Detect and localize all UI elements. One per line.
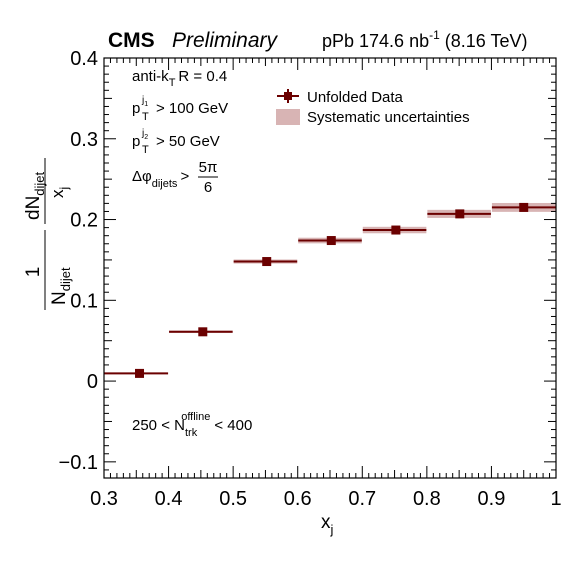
data-point: [391, 225, 401, 235]
y-title-dn-sub: dijet: [32, 171, 47, 195]
dphi-sub: dijets: [152, 178, 178, 190]
data-point: [519, 202, 529, 212]
lumi-label: pPb 174.6 nb-1 (8.16 TeV): [322, 28, 528, 51]
mult-sub: trk: [185, 427, 198, 439]
y-title-n: Ndijet: [49, 267, 73, 305]
dphi-symbol: Δφ: [132, 168, 152, 185]
pt2-sup: j2: [141, 128, 148, 141]
y-title-n-main: N: [49, 291, 70, 305]
data-point: [326, 236, 336, 246]
y-tick-label: −0.1: [59, 452, 98, 474]
jet-algo-main: anti-k: [132, 68, 169, 85]
data-points: [104, 202, 556, 378]
pt1-cut-label: p j1 T > 100 GeV: [132, 95, 228, 123]
cms-label: CMS: [108, 29, 155, 52]
y-axis-title: 1 Ndijet dNdijet xj: [23, 158, 73, 310]
legend: Unfolded Data Systematic uncertainties: [276, 89, 470, 126]
y-title-dx-sub: j: [57, 187, 71, 191]
pt1-cut: > 100 GeV: [156, 100, 228, 117]
preliminary-label: Preliminary: [172, 29, 279, 52]
lumi-text: pPb 174.6 nb: [322, 31, 429, 51]
data-point: [198, 327, 208, 337]
y-tick-label: 0.4: [70, 48, 98, 70]
y-tick-label: 0.1: [70, 290, 98, 312]
legend-syst-swatch: [276, 109, 300, 125]
mult-low: 250 < N: [132, 417, 185, 434]
x-tick-label: 0.8: [413, 488, 441, 510]
x-axis-title-main: x: [321, 512, 331, 533]
legend-syst-label: Systematic uncertainties: [307, 109, 470, 126]
data-point: [135, 368, 145, 378]
pt2-sup-index: 2: [144, 134, 148, 141]
pt2-cut: > 50 GeV: [156, 133, 220, 150]
pt2-sup-j: j: [141, 128, 144, 139]
pt2-cut-label: p j2 T > 50 GeV: [132, 128, 220, 156]
plot-frame: [103, 57, 557, 479]
pt1-sup-index: 1: [144, 101, 148, 108]
y-title-n-sub: dijet: [58, 267, 73, 291]
legend-data-marker: [284, 92, 292, 100]
pt1-sup: j1: [141, 95, 148, 108]
y-tick-label: 0.2: [70, 210, 98, 232]
pt2-p: p: [132, 133, 140, 150]
data-point: [455, 209, 465, 219]
x-tick-label: 0.3: [90, 488, 118, 510]
y-tick-label: 0: [87, 371, 98, 393]
y-tick-labels: −0.1 0 0.1 0.2 0.3 0.4: [59, 48, 98, 474]
x-tick-label: 0.6: [284, 488, 312, 510]
y-title-dx-main: x: [48, 189, 67, 198]
jet-algo-sub: T: [169, 77, 176, 89]
dphi-cut-label: Δφdijets > 5π 6: [132, 159, 218, 196]
jet-algo-label: anti-kT R = 0.4: [132, 68, 227, 89]
x-tick-labels: 0.3 0.4 0.5 0.6 0.7 0.8 0.9 1: [90, 488, 561, 510]
data-point: [262, 257, 272, 267]
energy-text: (8.16 TeV): [445, 31, 528, 51]
y-title-one: 1: [23, 267, 44, 278]
x-tick-label: 0.9: [478, 488, 506, 510]
x-axis-title: xj: [321, 512, 334, 537]
y-tick-label: 0.3: [70, 129, 98, 151]
dphi-main: Δφdijets >: [132, 168, 189, 190]
y-title-dn-main: dN: [23, 196, 44, 220]
mult-high: < 400: [214, 417, 252, 434]
x-tick-label: 0.5: [219, 488, 247, 510]
jet-radius: R = 0.4: [178, 68, 227, 85]
x-tick-label: 1: [550, 488, 561, 510]
legend-data-label: Unfolded Data: [307, 89, 404, 106]
x-tick-label: 0.7: [348, 488, 376, 510]
dphi-gt: >: [180, 168, 189, 185]
systematic-boxes: [104, 202, 556, 375]
dphi-num: 5π: [199, 159, 218, 176]
x-axis-title-sub: j: [330, 522, 334, 537]
multiplicity-label: 250 < Ntrk offline < 400: [132, 411, 252, 439]
dphi-den: 6: [204, 179, 212, 196]
lumi-exponent: -1: [429, 28, 440, 42]
y-title-dn: dNdijet: [23, 171, 47, 220]
pt1-sub: T: [142, 111, 149, 123]
y-title-dx: xj: [48, 187, 71, 198]
x-tick-label: 0.4: [155, 488, 183, 510]
pt1-sup-j: j: [141, 95, 144, 106]
pt2-sub: T: [142, 144, 149, 156]
pt1-p: p: [132, 100, 140, 117]
mult-sup: offline: [181, 411, 210, 423]
